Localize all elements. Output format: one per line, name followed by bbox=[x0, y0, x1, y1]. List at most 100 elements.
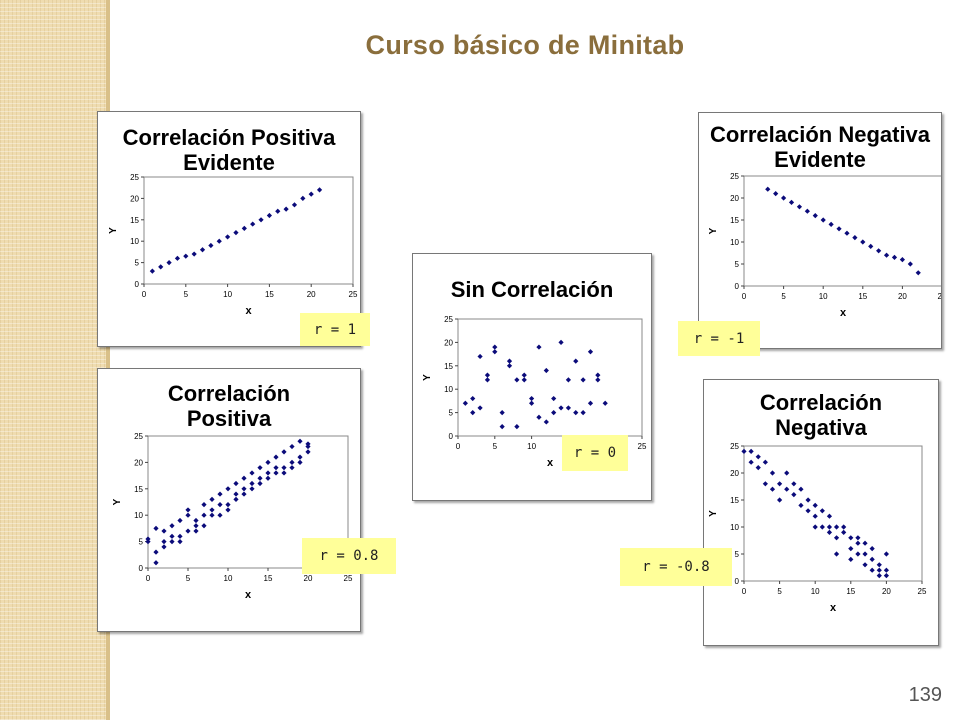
data-point bbox=[273, 470, 279, 476]
x-axis-label: x bbox=[830, 602, 837, 614]
y-tick-label: 15 bbox=[730, 496, 739, 505]
data-point bbox=[199, 247, 206, 253]
data-point bbox=[907, 261, 913, 267]
data-point bbox=[161, 544, 167, 550]
x-tick-label: 25 bbox=[344, 574, 353, 583]
data-point bbox=[819, 508, 825, 514]
slide-title: Curso básico de Minitab bbox=[365, 30, 685, 60]
y-tick-label: 0 bbox=[139, 564, 144, 573]
chart-negative: Correlación Negativa 0 5 10 15 20 25 0 5 10 15 20 2… bbox=[703, 379, 939, 646]
plot-area bbox=[143, 176, 354, 285]
data-point bbox=[281, 449, 287, 455]
data-point bbox=[812, 524, 818, 530]
data-point bbox=[833, 524, 840, 530]
y-tick-label: 15 bbox=[134, 485, 143, 494]
data-point bbox=[305, 449, 311, 455]
data-point bbox=[275, 208, 281, 214]
data-point bbox=[289, 465, 295, 471]
x-tick-label: 5 bbox=[186, 574, 191, 583]
chart-title: Sin Correlación bbox=[450, 277, 614, 302]
y-tick-label: 25 bbox=[134, 432, 143, 441]
data-point bbox=[153, 525, 159, 531]
data-point bbox=[281, 465, 287, 471]
y-axis-label: Y bbox=[422, 374, 433, 381]
y-axis-label: Y bbox=[108, 227, 119, 234]
data-point bbox=[883, 252, 890, 258]
r-value-label: r = 0.8 bbox=[302, 538, 396, 574]
chart-negative-evident: Correlación Negativa Evidente 0 5 10 15 20 25… bbox=[698, 112, 942, 349]
data-point bbox=[161, 539, 167, 545]
data-point bbox=[169, 523, 175, 529]
data-point bbox=[145, 539, 151, 545]
decorative-side-line bbox=[106, 0, 110, 720]
data-point bbox=[241, 475, 247, 481]
data-point bbox=[773, 191, 779, 197]
x-tick-label: 10 bbox=[527, 442, 536, 451]
x-tick-label: 0 bbox=[146, 574, 151, 583]
x-tick-label: 25 bbox=[349, 290, 358, 299]
decorative-side-strip bbox=[0, 0, 106, 720]
y-tick-label: 5 bbox=[735, 550, 740, 559]
data-point bbox=[828, 221, 834, 227]
x-tick-label: 5 bbox=[781, 292, 786, 301]
data-point bbox=[273, 454, 279, 460]
y-tick-label: 15 bbox=[730, 216, 739, 225]
data-point bbox=[819, 524, 825, 530]
data-point bbox=[281, 470, 287, 476]
y-axis-label: Y bbox=[708, 510, 719, 517]
data-point bbox=[765, 186, 771, 192]
data-point bbox=[484, 377, 491, 383]
chart-positive-evident: Correlación Positiva Evidente 0 5 10 15 20 25… bbox=[97, 111, 361, 347]
data-point bbox=[826, 524, 833, 530]
data-point bbox=[833, 551, 840, 557]
x-tick-label: 5 bbox=[184, 290, 189, 299]
chart-title: Correlación Positiva Evidente bbox=[122, 125, 336, 175]
r-value-label: r = 0 bbox=[562, 435, 628, 471]
data-point bbox=[257, 480, 263, 487]
y-tick-label: 25 bbox=[730, 172, 739, 181]
x-tick-label: 0 bbox=[742, 587, 747, 596]
y-tick-label: 0 bbox=[735, 577, 740, 586]
x-tick-label: 15 bbox=[858, 292, 867, 301]
chart-title: Correlación Negativa bbox=[759, 390, 883, 440]
y-tick-label: 10 bbox=[130, 237, 139, 246]
data-point bbox=[305, 441, 311, 447]
y-axis-label: Y bbox=[708, 227, 719, 234]
x-tick-label: 5 bbox=[493, 442, 498, 451]
y-tick-label: 25 bbox=[730, 442, 739, 451]
data-point bbox=[506, 358, 513, 364]
data-point bbox=[257, 475, 263, 481]
data-point bbox=[158, 264, 164, 270]
x-tick-label: 0 bbox=[142, 290, 147, 299]
data-point bbox=[193, 523, 199, 529]
data-point bbox=[777, 497, 783, 503]
data-point bbox=[273, 465, 279, 471]
x-tick-label: 0 bbox=[742, 292, 747, 301]
data-point bbox=[748, 459, 754, 465]
y-tick-label: 20 bbox=[130, 194, 139, 203]
scatter-plot: 0 5 10 15 20 25 0 5 10 15 20 25 x Y bbox=[708, 172, 941, 319]
y-tick-label: 5 bbox=[135, 259, 140, 268]
y-tick-label: 15 bbox=[130, 216, 139, 225]
data-point bbox=[484, 372, 491, 378]
y-tick-label: 25 bbox=[130, 173, 139, 182]
chart-title: Correlación Positiva bbox=[167, 381, 291, 431]
y-tick-label: 10 bbox=[444, 385, 453, 394]
x-tick-label: 10 bbox=[819, 292, 828, 301]
plot-area bbox=[743, 175, 941, 287]
data-point bbox=[191, 251, 197, 257]
y-tick-label: 0 bbox=[449, 432, 454, 441]
y-tick-label: 5 bbox=[139, 538, 144, 547]
scatter-plot: 0 5 10 15 20 25 0 5 10 15 20 25 x Y bbox=[708, 442, 927, 614]
data-point bbox=[174, 255, 181, 261]
data-point bbox=[769, 470, 776, 476]
y-tick-label: 5 bbox=[449, 409, 454, 418]
data-point bbox=[796, 204, 803, 210]
data-point bbox=[305, 443, 311, 450]
r-value-label: r = -1 bbox=[678, 321, 760, 356]
data-point bbox=[153, 549, 159, 555]
y-axis-label: Y bbox=[112, 498, 123, 505]
x-tick-label: 20 bbox=[898, 292, 907, 301]
r-value-label: r = 1 bbox=[300, 313, 370, 346]
scatter-plot: 0 5 10 15 20 25 0 5 10 15 20 25 x Y bbox=[112, 432, 353, 601]
